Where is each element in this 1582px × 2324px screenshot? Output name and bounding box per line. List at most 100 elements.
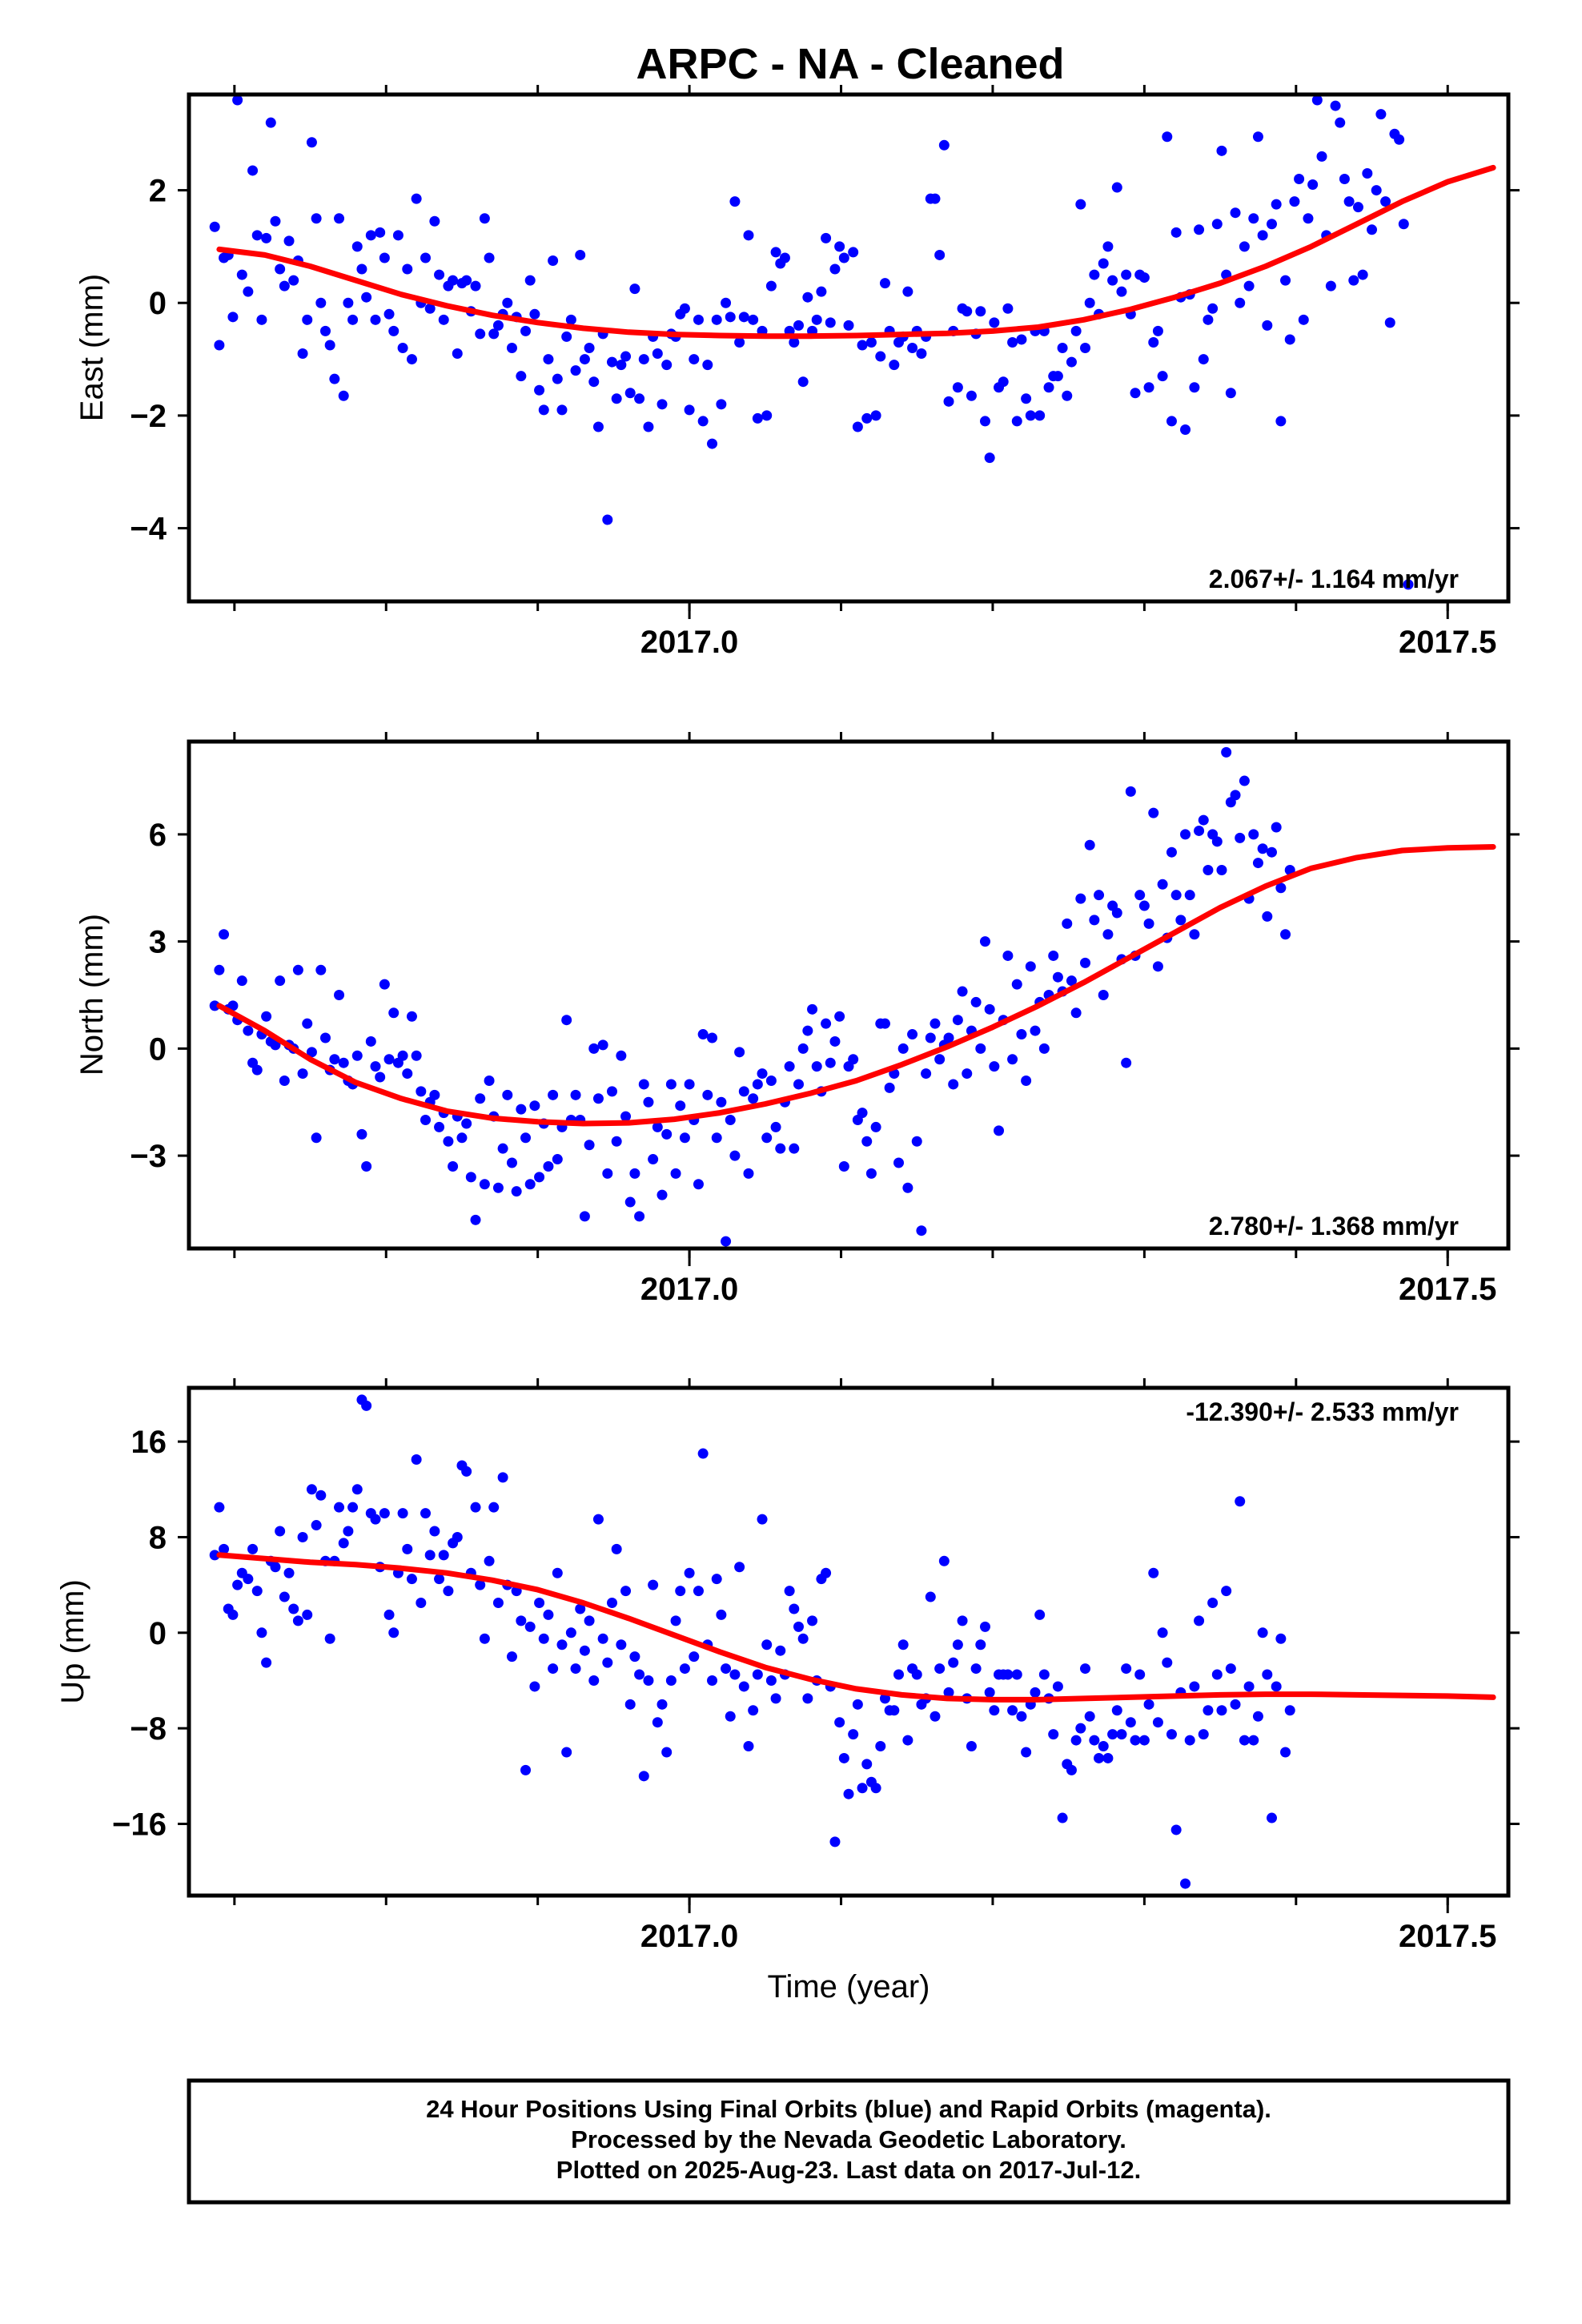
up-y-tick-label: 8 xyxy=(149,1520,167,1555)
north-data-point xyxy=(748,1093,759,1104)
up-data-point xyxy=(1021,1747,1032,1758)
east-data-point xyxy=(1289,196,1300,207)
east-data-point xyxy=(1257,230,1268,241)
east-data-point xyxy=(697,416,709,427)
east-data-point xyxy=(875,351,886,362)
up-data-point xyxy=(852,1699,863,1710)
east-data-point xyxy=(1216,145,1227,156)
east-data-point xyxy=(702,360,713,371)
up-data-point xyxy=(675,1586,686,1597)
up-data xyxy=(209,1394,1496,1889)
up-data-point xyxy=(256,1627,267,1638)
up-data-point xyxy=(1243,1681,1255,1692)
north-data-point xyxy=(807,1003,818,1015)
up-data-point xyxy=(807,1615,818,1626)
east-data-point xyxy=(1330,100,1341,111)
east-data-point xyxy=(1089,269,1100,280)
east-data-point xyxy=(620,351,632,362)
north-data-point xyxy=(379,979,390,990)
up-data-point xyxy=(1098,1741,1109,1752)
north-data-point xyxy=(1257,843,1268,854)
east-data-point xyxy=(270,215,281,227)
north-data-point xyxy=(543,1160,554,1172)
east-data-point xyxy=(765,280,777,292)
north-y-tick-label: 6 xyxy=(149,818,167,853)
up-data-point xyxy=(743,1741,754,1752)
up-data-point xyxy=(575,1603,586,1614)
north-data-point xyxy=(624,1196,636,1208)
north-data-point xyxy=(884,1082,895,1093)
east-tick-labels: 2017.0 2017.5 −4 −2 0 2 xyxy=(130,174,1496,660)
north-data-point xyxy=(561,1015,572,1026)
up-data-point xyxy=(616,1639,627,1651)
up-data-point xyxy=(1221,1586,1232,1597)
up-data-point xyxy=(306,1484,317,1495)
north-data-point xyxy=(793,1079,804,1090)
east-data-point xyxy=(579,354,590,365)
north-data-point xyxy=(775,1143,786,1154)
east-data-point xyxy=(693,314,704,325)
up-data-point xyxy=(1102,1752,1114,1763)
up-data-point xyxy=(343,1526,354,1537)
east-data-point xyxy=(616,360,627,371)
up-data-point xyxy=(1180,1878,1191,1889)
east-data-point xyxy=(1025,410,1036,421)
north-data-point xyxy=(1075,893,1086,904)
north-data-point xyxy=(511,1186,522,1197)
east-data-point xyxy=(802,292,813,303)
east-data-point xyxy=(797,376,809,388)
east-data-point xyxy=(261,232,272,243)
east-data-point xyxy=(1211,219,1223,230)
east-data-point xyxy=(247,165,259,176)
east-data-point xyxy=(538,404,549,416)
north-data-point xyxy=(251,1064,263,1076)
up-data-point xyxy=(452,1531,463,1542)
up-data-point xyxy=(1111,1705,1122,1716)
up-data-point xyxy=(870,1783,881,1794)
up-data-point xyxy=(524,1621,536,1632)
east-data-point xyxy=(347,314,359,325)
east-data-point xyxy=(1311,94,1323,106)
east-data-point xyxy=(1303,213,1314,224)
up-data-point xyxy=(1007,1705,1018,1716)
up-data-point xyxy=(443,1586,454,1597)
east-y-tick-label: −4 xyxy=(130,512,167,547)
up-data-point xyxy=(397,1508,408,1519)
north-data-point xyxy=(1175,915,1186,926)
north-data-point xyxy=(1248,829,1259,840)
east-data-point xyxy=(1371,185,1382,196)
up-data-point xyxy=(689,1651,700,1663)
east-data-point xyxy=(952,382,963,393)
east-data-point xyxy=(429,215,440,227)
up-data-point xyxy=(643,1675,654,1686)
up-y-tick-label: −16 xyxy=(112,1807,167,1842)
east-data-point xyxy=(857,340,868,351)
east-data-point xyxy=(575,249,586,260)
up-fit-curve xyxy=(216,1552,1496,1703)
up-data-point xyxy=(1080,1663,1091,1675)
north-data-point xyxy=(821,1018,832,1029)
north-data-point xyxy=(351,1050,363,1061)
east-data-point xyxy=(1203,314,1214,325)
east-data-point xyxy=(721,297,732,308)
east-data-point xyxy=(748,314,759,325)
east-data-point xyxy=(1235,297,1246,308)
up-data-point xyxy=(765,1675,777,1686)
east-data-point xyxy=(938,139,950,151)
north-data-point xyxy=(721,1236,732,1247)
east-data-point xyxy=(1084,297,1095,308)
north-data-point xyxy=(761,1132,773,1144)
up-data-point xyxy=(1257,1627,1268,1638)
east-data-point xyxy=(319,325,331,336)
east-data-point xyxy=(652,348,663,360)
up-data-point xyxy=(275,1526,286,1537)
north-data-point xyxy=(548,1089,559,1100)
east-data-point xyxy=(297,348,308,360)
north-data-point xyxy=(306,1047,317,1058)
up-data-point xyxy=(1107,1729,1118,1740)
up-data-point xyxy=(520,1764,532,1775)
up-data-point xyxy=(406,1574,417,1585)
east-data-point xyxy=(1239,241,1250,252)
east-data-point xyxy=(879,278,890,289)
up-x-tick-label: 2017.5 xyxy=(1399,1919,1496,1954)
